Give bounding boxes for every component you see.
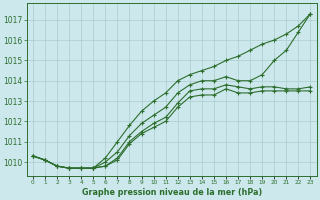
X-axis label: Graphe pression niveau de la mer (hPa): Graphe pression niveau de la mer (hPa) bbox=[82, 188, 262, 197]
